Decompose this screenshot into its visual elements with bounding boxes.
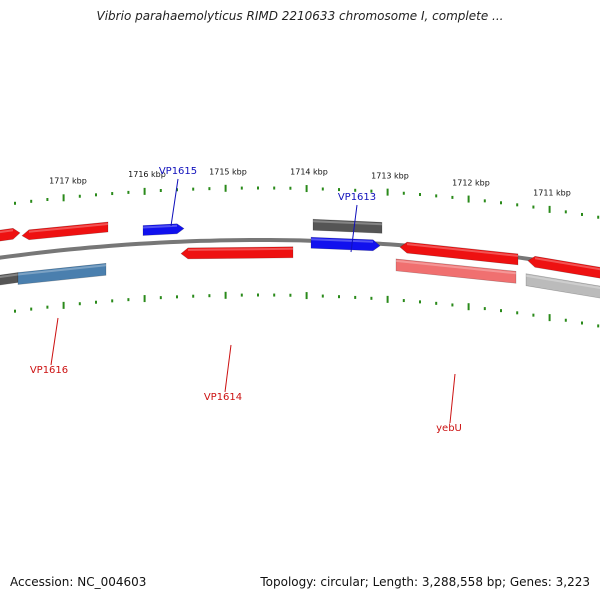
feature-highlight xyxy=(29,223,108,233)
feature-highlight xyxy=(311,238,373,243)
feature-highlight xyxy=(0,229,13,234)
upper-tick-track xyxy=(14,184,600,219)
label-leader-lines xyxy=(50,178,456,424)
gene-feature-forward[interactable] xyxy=(0,227,21,244)
lower-tick-track xyxy=(14,291,600,328)
topology-summary: Topology: circular; Length: 3,288,558 bp… xyxy=(260,575,590,589)
gene-label[interactable]: VP1616 xyxy=(30,365,68,376)
map-title: Vibrio parahaemolyticus RIMD 2210633 chr… xyxy=(96,9,504,23)
accession-text: Accession: NC_004603 xyxy=(10,575,147,589)
feature-highlight xyxy=(18,264,106,276)
feature-highlight xyxy=(396,259,516,275)
feature-highlight xyxy=(407,243,518,257)
gene-feature-forward[interactable] xyxy=(312,218,383,234)
gene-feature-forward[interactable] xyxy=(21,221,109,241)
gene-feature-forward[interactable] xyxy=(399,241,519,266)
gene-feature-reverse[interactable] xyxy=(17,262,107,285)
leader-line xyxy=(350,204,358,253)
feature-highlight xyxy=(313,220,382,226)
leader-line xyxy=(224,344,232,393)
scale-label: 1716 kbp xyxy=(128,170,166,179)
feature-highlight xyxy=(188,247,293,251)
leader-line xyxy=(50,317,59,366)
scale-label: 1715 kbp xyxy=(209,167,247,176)
feature-highlight xyxy=(0,273,18,279)
scale-label: 1714 kbp xyxy=(290,168,328,177)
feature-track xyxy=(0,218,600,302)
scale-label: 1711 kbp xyxy=(533,189,571,198)
gene-label[interactable]: yebU xyxy=(436,423,462,434)
leader-line xyxy=(449,373,456,424)
gene-feature-forward[interactable] xyxy=(310,236,381,252)
gene-label[interactable]: VP1615 xyxy=(159,166,197,177)
gene-feature-reverse[interactable] xyxy=(395,258,517,284)
scale-label: 1713 kbp xyxy=(371,171,409,180)
leader-line xyxy=(170,178,179,227)
gene-labels: VP1615 VP1613 VP1616 VP1614 yebU xyxy=(30,166,462,434)
gene-feature-reverse[interactable] xyxy=(180,246,294,260)
feature-highlight xyxy=(535,257,600,271)
scale-labels: 1717 kbp 1716 kbp 1715 kbp 1714 kbp 1713 kbp… xyxy=(49,167,571,197)
gene-feature-forward[interactable] xyxy=(527,255,600,281)
gene-feature-reverse[interactable] xyxy=(525,273,600,302)
feature-highlight xyxy=(143,224,177,229)
gene-label[interactable]: VP1613 xyxy=(338,192,376,203)
scale-label: 1712 kbp xyxy=(452,178,490,187)
gene-label[interactable]: VP1614 xyxy=(204,392,242,403)
feature-highlight xyxy=(526,274,600,290)
scale-label: 1717 kbp xyxy=(49,176,87,185)
